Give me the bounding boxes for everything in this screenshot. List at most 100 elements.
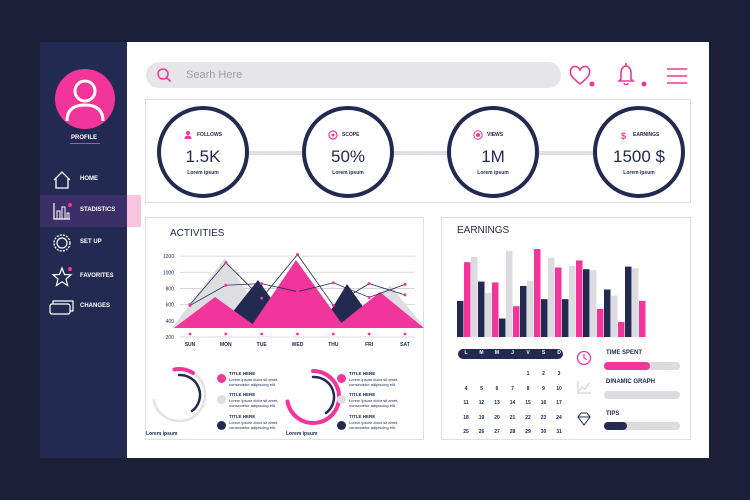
calendar-date[interactable]: 19: [478, 414, 485, 421]
active-indicator: [127, 195, 141, 227]
bar-navy: [604, 289, 611, 337]
calendar-date[interactable]: 8: [526, 385, 530, 392]
calendar-date[interactable]: 29: [525, 429, 531, 435]
calendar-date[interactable]: 30: [540, 429, 547, 435]
calendar-date[interactable]: 31: [556, 429, 562, 435]
calendar-date[interactable]: 22: [525, 414, 531, 421]
calendar-date[interactable]: 20: [494, 414, 500, 421]
sidebar-item-setup[interactable]: SET UP: [40, 227, 127, 259]
sidebar-item-stadistics[interactable]: STADISTICS: [40, 195, 141, 227]
stat-title: FOLLOWS: [197, 132, 222, 138]
menu-icon[interactable]: [666, 67, 688, 85]
svg-text:$: $: [621, 131, 626, 140]
calendar-day-header: J: [511, 350, 514, 356]
bar-gray: [590, 270, 597, 337]
line-graph-icon: [577, 381, 591, 394]
bar-pink: [492, 282, 499, 337]
search-bar[interactable]: Searh Here: [146, 62, 561, 88]
calendar-date[interactable]: 25: [463, 429, 469, 435]
calendar-date[interactable]: 6: [495, 385, 499, 392]
x-tick-label: SUN: [185, 342, 196, 348]
bar-pink: [464, 262, 471, 337]
calendar-date[interactable]: 21: [509, 414, 516, 421]
sidebar-item-home[interactable]: HOME: [40, 164, 127, 196]
stat-views[interactable]: VIEWS 1M Lorem ipsum: [447, 106, 539, 198]
donut-label: Lorem ipsum: [286, 431, 318, 437]
stat-subtitle: Lorem ipsum: [477, 170, 509, 176]
calendar-date[interactable]: 7: [511, 385, 514, 392]
calendar-date[interactable]: 15: [525, 400, 531, 406]
calendar-date[interactable]: 9: [542, 385, 545, 392]
calendar-date[interactable]: 12: [478, 400, 485, 406]
data-point: [331, 303, 335, 307]
dollar-icon: $: [621, 131, 626, 140]
mountain-shape: [174, 297, 258, 328]
data-point: [403, 282, 407, 286]
bar-navy: [541, 299, 548, 337]
bar-pink: [639, 300, 646, 337]
heart-icon[interactable]: [567, 63, 597, 89]
mountain-shape: [335, 292, 424, 328]
y-tick-label: 400: [166, 319, 175, 325]
calendar-date[interactable]: 27: [494, 429, 500, 435]
legend-title: TITLE HERE: [349, 414, 376, 419]
connector-line: [240, 151, 310, 155]
sidebar-item-changes[interactable]: CHANGES: [40, 291, 127, 323]
stats-panel: [145, 99, 691, 203]
calendar-day-header: S: [541, 350, 546, 356]
calendar-date[interactable]: 1: [526, 371, 530, 377]
stat-follows[interactable]: FOLLOWS 1.5K Lorem ipsum: [157, 106, 249, 198]
stat-earnings[interactable]: $ EARNINGS 1500 $ Lorem ipsum: [593, 106, 685, 198]
calendar-date[interactable]: 17: [556, 400, 562, 406]
x-marker: [403, 332, 407, 336]
connector-line: [385, 151, 455, 155]
calendar-date[interactable]: 3: [557, 371, 561, 377]
calendar-day-header: M: [494, 350, 500, 356]
legend-dot: [217, 374, 226, 383]
calendar-date[interactable]: 13: [494, 400, 500, 406]
calendar-date[interactable]: 10: [556, 385, 562, 392]
earnings-chart: [457, 249, 646, 337]
calendar-date[interactable]: 28: [509, 429, 516, 435]
stat-title: VIEWS: [487, 132, 504, 138]
bar-navy: [625, 266, 632, 337]
progress-fill: [604, 422, 627, 430]
bar-gray: [527, 280, 534, 337]
search-input[interactable]: Searh Here: [186, 69, 243, 81]
calendar-date[interactable]: 18: [463, 414, 469, 421]
stat-scope[interactable]: SCOPE 50% Lorem ipsum: [302, 106, 394, 198]
calendar-date[interactable]: 16: [540, 400, 547, 406]
avatar[interactable]: [55, 69, 115, 129]
y-tick-label: 1000: [163, 270, 174, 276]
bar-gray: [632, 268, 639, 337]
bar-gray: [611, 295, 618, 337]
sidebar-item-favorites[interactable]: FAVORITES: [40, 261, 127, 293]
stat-value: 1M: [481, 147, 505, 166]
calendar-date[interactable]: 4: [464, 385, 468, 392]
calendar-date[interactable]: 24: [556, 414, 562, 421]
activities-title: ACTIVITIES: [170, 228, 225, 239]
calendar-date[interactable]: 14: [509, 400, 516, 406]
calendar-date[interactable]: 23: [540, 414, 547, 421]
data-point: [260, 282, 264, 286]
stat-title: EARNINGS: [633, 132, 660, 138]
calendar-date[interactable]: 2: [542, 371, 545, 377]
profile-label[interactable]: PROFILE: [70, 135, 97, 141]
legend-dot: [337, 374, 346, 383]
calendar-date[interactable]: 26: [478, 429, 485, 435]
x-tick-label: FRI: [365, 342, 374, 348]
home-icon: [53, 171, 71, 189]
calendar-date[interactable]: 11: [463, 400, 469, 406]
earnings-title: EARNINGS: [457, 225, 510, 236]
bar-gray: [471, 256, 478, 337]
legend-text: Lorem ipsum dolor sit amet, consectetur …: [229, 377, 279, 387]
calendar-date[interactable]: 5: [480, 385, 483, 392]
donut-label: Lorem ipsum: [146, 431, 178, 437]
legend-title: TITLE HERE: [229, 414, 256, 419]
bell-icon[interactable]: [613, 62, 649, 90]
calendar-day-header: V: [526, 350, 530, 356]
y-tick-label: 1200: [163, 254, 174, 260]
legend-dot: [217, 395, 226, 404]
target-icon: [328, 130, 338, 140]
calendar-header: [458, 349, 563, 359]
